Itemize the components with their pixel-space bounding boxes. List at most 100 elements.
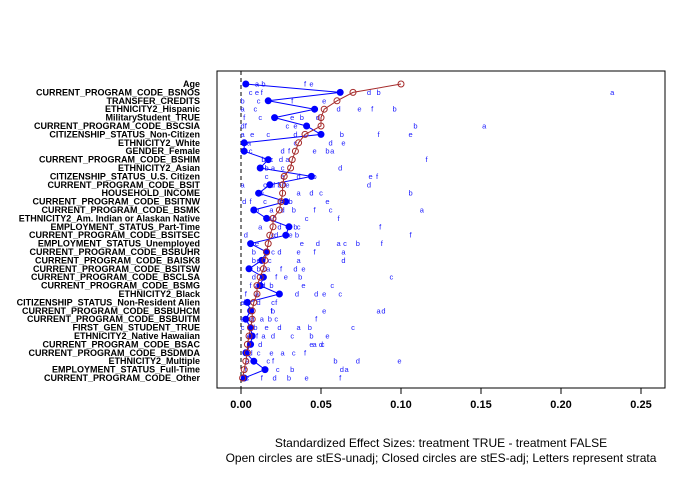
adjusted-point [317, 130, 325, 138]
strata-letter: c [343, 239, 347, 248]
strata-letter: b [377, 88, 381, 97]
strata-letter: c [330, 281, 334, 290]
strata-letter: d [314, 290, 318, 299]
strata-letter: f [304, 348, 307, 357]
strata-letter: e [357, 105, 361, 114]
strata-letter: d [279, 155, 283, 164]
strata-letter: f [379, 222, 382, 231]
strata-letter: c [266, 357, 270, 366]
strata-letter: e [293, 122, 297, 131]
strata-letter: e [269, 348, 273, 357]
strata-letters-layer: abfecefdbabcfeacdefbfcebddfcebaaecdbfeba… [241, 80, 616, 383]
strata-letter: c [276, 365, 280, 374]
strata-letter: f [314, 206, 317, 215]
strata-letter: a [285, 155, 290, 164]
strata-letter: a [261, 332, 266, 341]
unadjusted-point [266, 231, 274, 239]
strata-letter: e [341, 138, 345, 147]
strata-letter: a [266, 264, 271, 273]
strata-letter: d [242, 197, 246, 206]
strata-letter: a [247, 138, 252, 147]
strata-letter: e [409, 130, 413, 139]
x-axis: 0.00 0.05 0.10 0.15 0.20 0.25 [230, 388, 652, 411]
strata-letter: d [271, 332, 275, 341]
strata-letter: d [277, 248, 281, 257]
strata-letter: d [252, 273, 256, 282]
strata-letter: e [309, 80, 313, 89]
unadjusted-point [301, 130, 309, 138]
unadjusted-point [259, 265, 267, 273]
strata-letter: b [261, 80, 265, 89]
strata-letter: e [290, 113, 294, 122]
strata-letter: b [409, 189, 413, 198]
strata-letter: c [271, 298, 275, 307]
adjusted-point [275, 290, 283, 298]
strata-letter: b [287, 374, 291, 383]
strata-letter: a [337, 239, 342, 248]
strata-letter: d [337, 105, 341, 114]
strata-letter: f [270, 306, 273, 315]
covariate-label: CITIZENSHIP_STATUS_Non-Resident Alien [17, 297, 200, 307]
strata-letter: b [293, 222, 297, 231]
strata-letter: d [257, 298, 261, 307]
strata-letter: c [281, 164, 285, 173]
strata-letter: b [290, 365, 294, 374]
strata-letter: c [338, 290, 342, 299]
strata-letter: e [305, 374, 309, 383]
strata-letter: b [257, 264, 261, 273]
strata-letter: d [274, 231, 278, 240]
strata-letter: f [378, 130, 381, 139]
adjusted-point [336, 88, 344, 96]
strata-letter: c [254, 105, 258, 114]
unadjusted-point [317, 122, 325, 130]
strata-letter: b [340, 130, 344, 139]
strata-letter: f [315, 315, 318, 324]
strata-letter: c [257, 348, 261, 357]
unadjusted-point [250, 298, 258, 306]
unadjusted-point [279, 181, 287, 189]
strata-letter: f [426, 155, 429, 164]
x-tick-label: 0.10 [390, 399, 411, 411]
strata-letter: f [256, 332, 259, 341]
strata-letter: e [255, 88, 259, 97]
strata-letter: b [333, 357, 337, 366]
x-tick-label: 0.15 [470, 399, 491, 411]
strata-letter: e [369, 172, 373, 181]
strata-letter: b [252, 248, 256, 257]
strata-letter: b [273, 214, 277, 223]
adjusted-point [240, 139, 248, 147]
strata-letter: a [377, 306, 382, 315]
strata-letter: e [285, 180, 289, 189]
strata-letter: d [277, 222, 281, 231]
strata-letter: b [309, 332, 313, 341]
strata-letter: b [413, 122, 417, 131]
adjusted-point [282, 198, 290, 206]
strata-letter: f [275, 273, 278, 282]
chart-subtitle: Open circles are stES-unadj; Closed circ… [226, 451, 657, 465]
strata-letter: c [329, 206, 333, 215]
strata-letter: b [300, 113, 304, 122]
unadjusted-point [287, 164, 295, 172]
series-lines-layer [242, 83, 402, 379]
strata-letter: a [281, 348, 286, 357]
strata-letter: b [356, 239, 360, 248]
strata-letter: a [297, 323, 302, 332]
strata-letter: c [290, 332, 294, 341]
strata-letter: a [245, 357, 250, 366]
unadjusted-point [239, 374, 247, 382]
strata-letter: c [258, 113, 262, 122]
covariate-label: TRANSFER_CREDITS [106, 96, 200, 106]
strata-letter: c [265, 172, 269, 181]
strata-letter: b [268, 315, 272, 324]
strata-letter: e [297, 248, 301, 257]
strata-letter: c [271, 248, 275, 257]
unadjusted-point [269, 223, 277, 231]
covariate-label: ETHNICITY2_White [118, 138, 200, 148]
adjusted-point [285, 223, 293, 231]
adjusted-point [264, 156, 272, 164]
strata-letter: c [241, 323, 245, 332]
strata-letter: a [241, 298, 246, 307]
strata-letter: c [286, 122, 290, 131]
strata-letter: f [245, 365, 248, 374]
